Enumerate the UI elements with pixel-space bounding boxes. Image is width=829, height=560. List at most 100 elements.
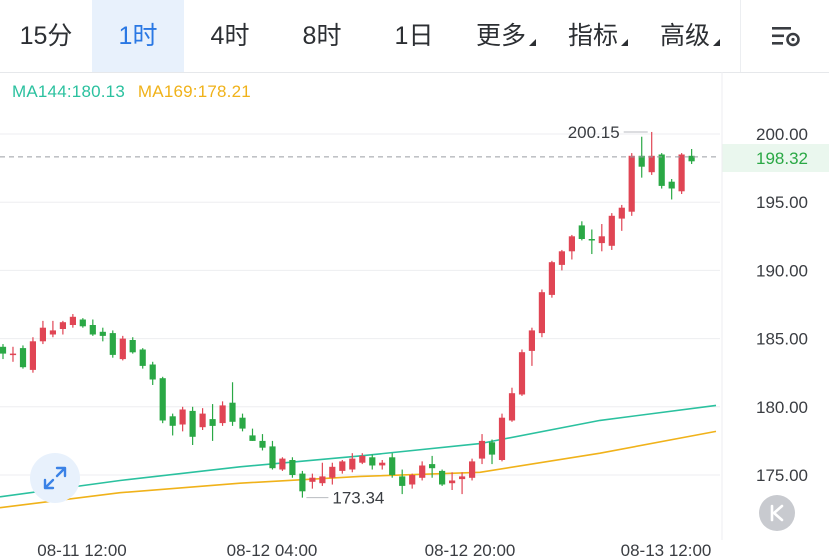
candle-body	[538, 292, 545, 334]
candle-body	[349, 458, 356, 470]
current-price-label: 198.32	[756, 149, 808, 168]
tab-4hour[interactable]: 4时	[210, 22, 250, 50]
y-tick-label: 180.00	[756, 398, 808, 417]
candle-body	[189, 410, 196, 437]
candle-body	[528, 330, 535, 351]
candle-body	[299, 473, 306, 492]
candle-body	[568, 236, 575, 252]
dropdown-triangle-icon	[713, 39, 720, 46]
candle-body	[419, 465, 426, 478]
tab-1day[interactable]: 1日	[394, 22, 434, 50]
candle-body	[279, 458, 286, 470]
candle-body	[0, 346, 7, 354]
x-tick-label: 08-13 12:00	[621, 541, 712, 560]
period-tab-bar: 15分 1时 4时 8时 1日 更多 指标 高级	[0, 0, 829, 73]
x-tick-label: 08-11 12:00	[37, 541, 126, 560]
candle-body	[9, 353, 17, 356]
candle-body	[159, 378, 166, 421]
tab-8hour[interactable]: 8时	[302, 22, 342, 50]
fullscreen-button[interactable]	[30, 453, 80, 503]
candle-body	[199, 413, 206, 428]
ma144-label: MA144:180.13	[12, 82, 125, 101]
ma169-line	[0, 430, 717, 509]
candle-body	[359, 455, 366, 463]
k-line-toggle-button[interactable]	[759, 495, 795, 531]
candle-body	[628, 155, 635, 212]
candle-body	[588, 239, 595, 241]
candle-body	[179, 409, 186, 425]
candle-body	[678, 154, 685, 192]
candle-body	[429, 464, 436, 469]
candle-body	[169, 416, 176, 426]
candle-body	[399, 476, 406, 486]
candle-body	[469, 461, 476, 478]
candle-body	[329, 466, 336, 478]
candle-body	[29, 341, 36, 370]
y-tick-label: 200.00	[756, 125, 808, 144]
candle-body	[638, 155, 645, 167]
candle-body	[59, 322, 66, 329]
candle-body	[259, 440, 266, 448]
candle-body	[488, 442, 496, 455]
ma169-label: MA169:178.21	[137, 82, 251, 101]
high-price-label: 200.15	[568, 123, 620, 142]
candle-body	[319, 476, 326, 484]
candle-body	[239, 417, 246, 429]
candle-body	[309, 477, 316, 482]
dropdown-triangle-icon	[621, 39, 628, 46]
candle-body	[49, 330, 56, 335]
candle-body	[99, 331, 106, 336]
candle-body	[608, 215, 615, 246]
tab-15min[interactable]: 15分	[19, 22, 73, 50]
candle-body	[249, 435, 256, 441]
k-icon	[770, 504, 784, 522]
y-tick-label: 175.00	[756, 466, 808, 485]
candlestick-chart[interactable]: 200.15 173.34 200.00 195.00 190.00 185.00 180.…	[0, 72, 829, 560]
candle-body	[449, 480, 456, 484]
candle-body	[89, 325, 96, 335]
candle-body	[648, 155, 655, 173]
candle-body	[618, 207, 625, 219]
dropdown-triangle-icon	[529, 39, 536, 46]
candle-body	[39, 327, 46, 342]
chart-settings-button[interactable]	[740, 0, 829, 72]
candle-body	[69, 316, 76, 325]
candle-body	[558, 251, 565, 265]
candle-body	[289, 460, 296, 475]
tab-advanced[interactable]: 高级	[644, 0, 736, 72]
x-tick-label: 08-12 20:00	[425, 541, 516, 560]
candle-body	[498, 417, 506, 460]
candle-body	[578, 225, 585, 239]
candle-body	[269, 446, 276, 469]
candle-body	[379, 462, 386, 466]
candle-body	[339, 461, 346, 471]
candle-body	[119, 338, 126, 360]
y-tick-label: 185.00	[756, 330, 808, 349]
expand-arrows-icon	[43, 466, 67, 490]
candle-body	[688, 155, 695, 162]
candle-body	[209, 419, 216, 426]
candle-body	[439, 470, 446, 485]
candle-body	[548, 262, 555, 295]
y-tick-label: 190.00	[756, 261, 808, 280]
candle-body	[149, 364, 156, 380]
tab-more[interactable]: 更多	[460, 0, 552, 72]
chart-settings-icon	[771, 27, 800, 47]
candle-body	[389, 457, 396, 475]
candle-body	[459, 476, 466, 480]
candle-body	[109, 333, 116, 355]
current-price-highlight	[722, 144, 829, 172]
y-tick-label: 195.00	[756, 193, 808, 212]
candle-body	[139, 349, 146, 366]
x-tick-label: 08-12 04:00	[227, 541, 318, 560]
candle-body	[19, 348, 27, 368]
candle-body	[409, 475, 416, 485]
candle-body	[219, 405, 226, 424]
ma-legend: MA144:180.13 MA169:178.21	[12, 82, 251, 102]
candle-body	[229, 402, 236, 422]
candle-body	[668, 181, 675, 189]
candle-body	[658, 154, 665, 186]
tab-1hour[interactable]: 1时	[92, 0, 184, 72]
candle-body	[79, 319, 86, 327]
tab-indicators[interactable]: 指标	[552, 0, 644, 72]
